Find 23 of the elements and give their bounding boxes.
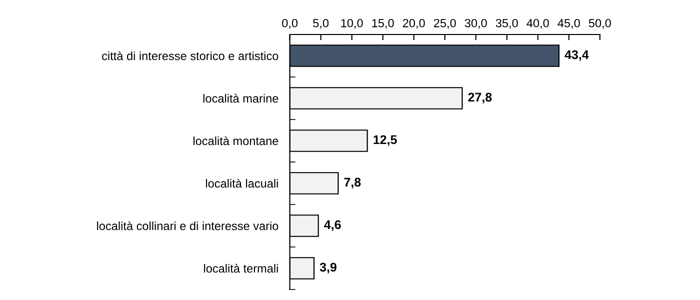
data-label: 43,4 [564,50,589,61]
y-tick-label: località marine [203,94,278,103]
x-tick-label: 35,0 [496,18,518,29]
x-tick-label: 45,0 [558,18,580,29]
data-label: 4,6 [324,220,341,231]
y-tick-label: località lacuali [206,178,278,188]
x-tick-label: 40,0 [526,18,549,29]
data-label: 12,5 [374,135,397,146]
x-tick-label: 25,0 [434,18,456,29]
data-label: 3,9 [320,262,336,274]
x-tick-label: 0,0 [282,18,298,29]
x-tick-label: 50,0 [588,18,611,29]
x-tick-label: 10,0 [341,18,363,29]
y-tick-label: città di interesse storico e artistico [102,51,278,60]
x-tick-label: 20,0 [402,18,425,29]
y-tick-label: località termali [204,264,278,273]
x-tick-label: 15,0 [372,18,394,29]
y-tick-label: località collinari e di interesse vario [97,221,278,230]
x-tick-label: 5,0 [313,18,329,29]
data-label: 27,8 [468,92,492,104]
y-tick-label: località montane [194,136,278,146]
x-tick-label: 30,0 [464,18,487,29]
data-label: 7,8 [344,178,361,188]
